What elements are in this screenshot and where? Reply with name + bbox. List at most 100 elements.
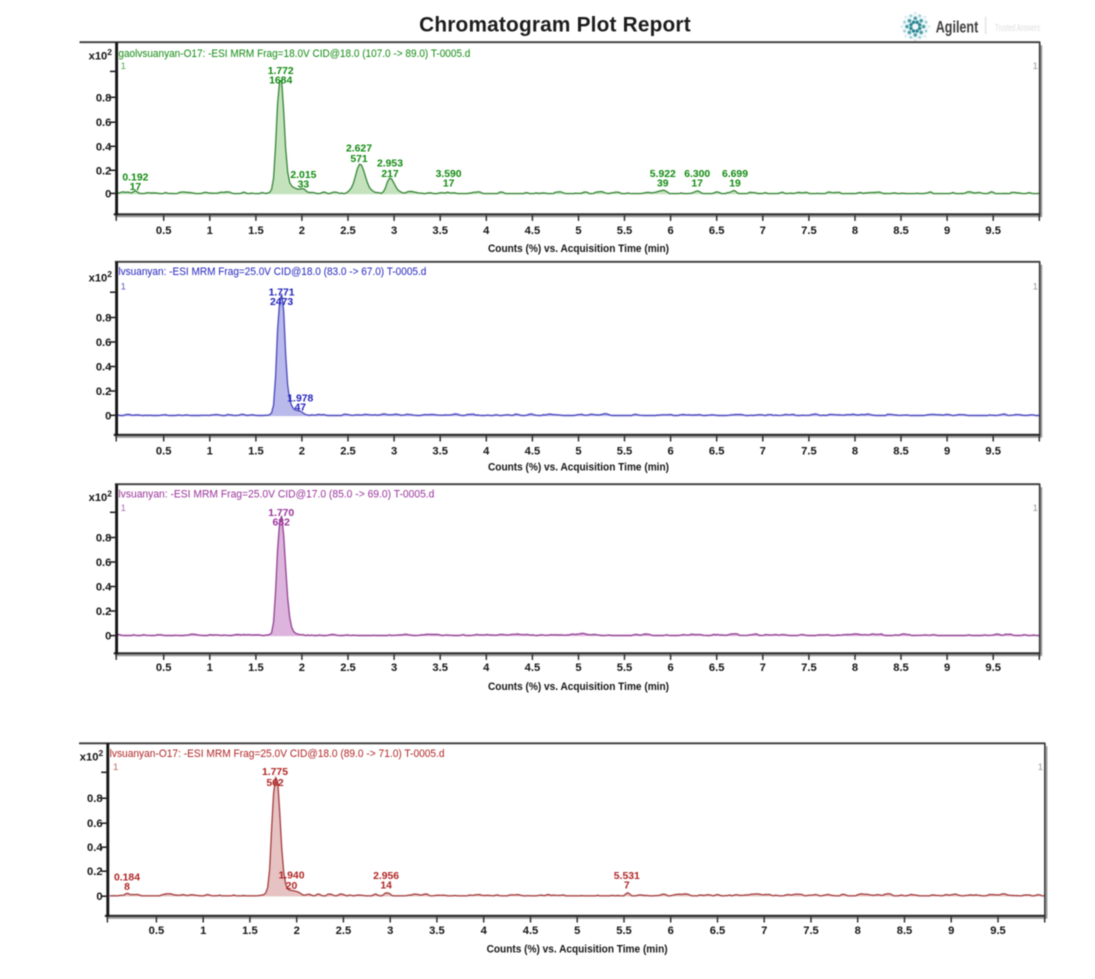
svg-text:9.5: 9.5 xyxy=(985,662,1001,674)
svg-text:3.5: 3.5 xyxy=(432,446,448,458)
svg-text:2.5: 2.5 xyxy=(340,446,356,458)
svg-text:0.6: 0.6 xyxy=(96,337,112,349)
svg-text:1.772: 1.772 xyxy=(268,66,294,77)
svg-text:9.5: 9.5 xyxy=(985,446,1001,458)
svg-text:7.5: 7.5 xyxy=(803,925,819,937)
svg-text:3: 3 xyxy=(391,225,397,237)
svg-text:0.2: 0.2 xyxy=(87,866,103,878)
svg-text:3.5: 3.5 xyxy=(432,662,448,674)
svg-text:6: 6 xyxy=(667,446,673,458)
svg-text:6: 6 xyxy=(667,662,673,674)
svg-text:6.300: 6.300 xyxy=(684,169,710,180)
svg-text:5: 5 xyxy=(575,662,581,674)
svg-text:8: 8 xyxy=(852,662,858,674)
svg-text:7: 7 xyxy=(760,225,766,237)
svg-text:0.2: 0.2 xyxy=(96,386,112,398)
svg-text:6.5: 6.5 xyxy=(709,225,725,237)
svg-text:Counts (%) vs. Acquisition Tim: Counts (%) vs. Acquisition Time (min) xyxy=(487,944,668,956)
svg-text:0.8: 0.8 xyxy=(87,793,103,805)
svg-text:6.5: 6.5 xyxy=(710,925,726,937)
svg-text:9: 9 xyxy=(944,662,950,674)
svg-text:19: 19 xyxy=(729,179,741,190)
svg-text:5.5: 5.5 xyxy=(617,225,633,237)
svg-text:1.940: 1.940 xyxy=(278,871,304,882)
svg-text:1.770: 1.770 xyxy=(268,508,294,519)
svg-text:1684: 1684 xyxy=(269,76,292,87)
svg-text:0.4: 0.4 xyxy=(96,141,112,153)
svg-text:4: 4 xyxy=(481,925,488,937)
svg-text:17: 17 xyxy=(130,182,142,193)
svg-text:8.5: 8.5 xyxy=(893,446,909,458)
svg-text:0.4: 0.4 xyxy=(96,362,112,374)
svg-text:7.5: 7.5 xyxy=(801,225,817,237)
svg-text:0: 0 xyxy=(105,631,111,643)
svg-text:0.5: 0.5 xyxy=(156,662,172,674)
svg-text:1: 1 xyxy=(207,446,213,458)
svg-text:5.5: 5.5 xyxy=(616,925,632,937)
svg-text:0.5: 0.5 xyxy=(149,925,165,937)
svg-text:1.775: 1.775 xyxy=(262,767,288,778)
svg-text:7: 7 xyxy=(624,881,630,892)
svg-text:1: 1 xyxy=(1033,61,1038,72)
svg-text:8: 8 xyxy=(852,446,858,458)
svg-text:562: 562 xyxy=(266,778,284,789)
svg-text:2.5: 2.5 xyxy=(340,662,356,674)
svg-text:6: 6 xyxy=(668,925,674,937)
svg-text:1.5: 1.5 xyxy=(248,225,264,237)
svg-text:4: 4 xyxy=(483,662,490,674)
svg-text:4.5: 4.5 xyxy=(523,925,539,937)
svg-text:2473: 2473 xyxy=(270,297,293,308)
svg-text:571: 571 xyxy=(350,154,368,165)
svg-text:2: 2 xyxy=(294,925,300,937)
svg-text:3.5: 3.5 xyxy=(432,225,448,237)
svg-text:1: 1 xyxy=(113,762,118,773)
svg-text:20: 20 xyxy=(286,881,298,892)
svg-text:9: 9 xyxy=(944,446,950,458)
svg-text:0.4: 0.4 xyxy=(87,842,103,854)
svg-text:9.5: 9.5 xyxy=(990,925,1006,937)
svg-text:x102: x102 xyxy=(89,269,113,285)
svg-text:1: 1 xyxy=(121,282,126,293)
svg-text:6.5: 6.5 xyxy=(709,446,725,458)
svg-text:1.5: 1.5 xyxy=(248,662,264,674)
svg-text:3: 3 xyxy=(387,925,393,937)
svg-text:0.5: 0.5 xyxy=(156,446,172,458)
svg-text:9: 9 xyxy=(944,225,950,237)
svg-text:7: 7 xyxy=(761,925,767,937)
svg-text:0.4: 0.4 xyxy=(96,582,112,594)
svg-text:gaolvsuanyan-O17: -ESI MRM Fra: gaolvsuanyan-O17: -ESI MRM Frag=18.0V CI… xyxy=(118,48,470,60)
svg-text:5.5: 5.5 xyxy=(617,446,633,458)
svg-text:6: 6 xyxy=(667,225,673,237)
svg-text:2: 2 xyxy=(299,225,305,237)
svg-text:0.6: 0.6 xyxy=(96,557,112,569)
svg-text:x102: x102 xyxy=(80,748,104,764)
svg-text:8.5: 8.5 xyxy=(893,662,909,674)
svg-text:5: 5 xyxy=(575,446,581,458)
svg-text:1.978: 1.978 xyxy=(287,393,313,404)
svg-text:0.8: 0.8 xyxy=(96,533,112,545)
svg-text:0.5: 0.5 xyxy=(156,225,172,237)
svg-text:0.6: 0.6 xyxy=(96,117,112,129)
svg-text:8: 8 xyxy=(855,925,861,937)
svg-text:1: 1 xyxy=(1038,762,1043,773)
svg-text:7.5: 7.5 xyxy=(801,662,817,674)
svg-text:17: 17 xyxy=(691,179,703,190)
svg-text:1: 1 xyxy=(121,503,126,514)
svg-text:0.192: 0.192 xyxy=(122,172,148,183)
svg-text:9.5: 9.5 xyxy=(985,225,1001,237)
svg-text:3: 3 xyxy=(391,446,397,458)
svg-text:1: 1 xyxy=(200,925,206,937)
svg-text:0.6: 0.6 xyxy=(87,818,103,830)
svg-text:0.8: 0.8 xyxy=(96,92,112,104)
svg-text:4.5: 4.5 xyxy=(525,662,541,674)
svg-text:1: 1 xyxy=(1033,503,1038,514)
svg-text:1: 1 xyxy=(121,61,126,72)
svg-text:2.5: 2.5 xyxy=(336,925,352,937)
svg-text:lvsuanyan: -ESI MRM Frag=25.0V: lvsuanyan: -ESI MRM Frag=25.0V CID@18.0 … xyxy=(118,266,426,278)
svg-text:Counts (%) vs. Acquisition Tim: Counts (%) vs. Acquisition Time (min) xyxy=(488,461,669,473)
svg-text:0.184: 0.184 xyxy=(114,872,140,883)
svg-text:Trusted Answers: Trusted Answers xyxy=(995,23,1040,34)
svg-text:0.2: 0.2 xyxy=(96,165,112,177)
svg-text:2: 2 xyxy=(299,662,305,674)
svg-text:7: 7 xyxy=(760,446,766,458)
